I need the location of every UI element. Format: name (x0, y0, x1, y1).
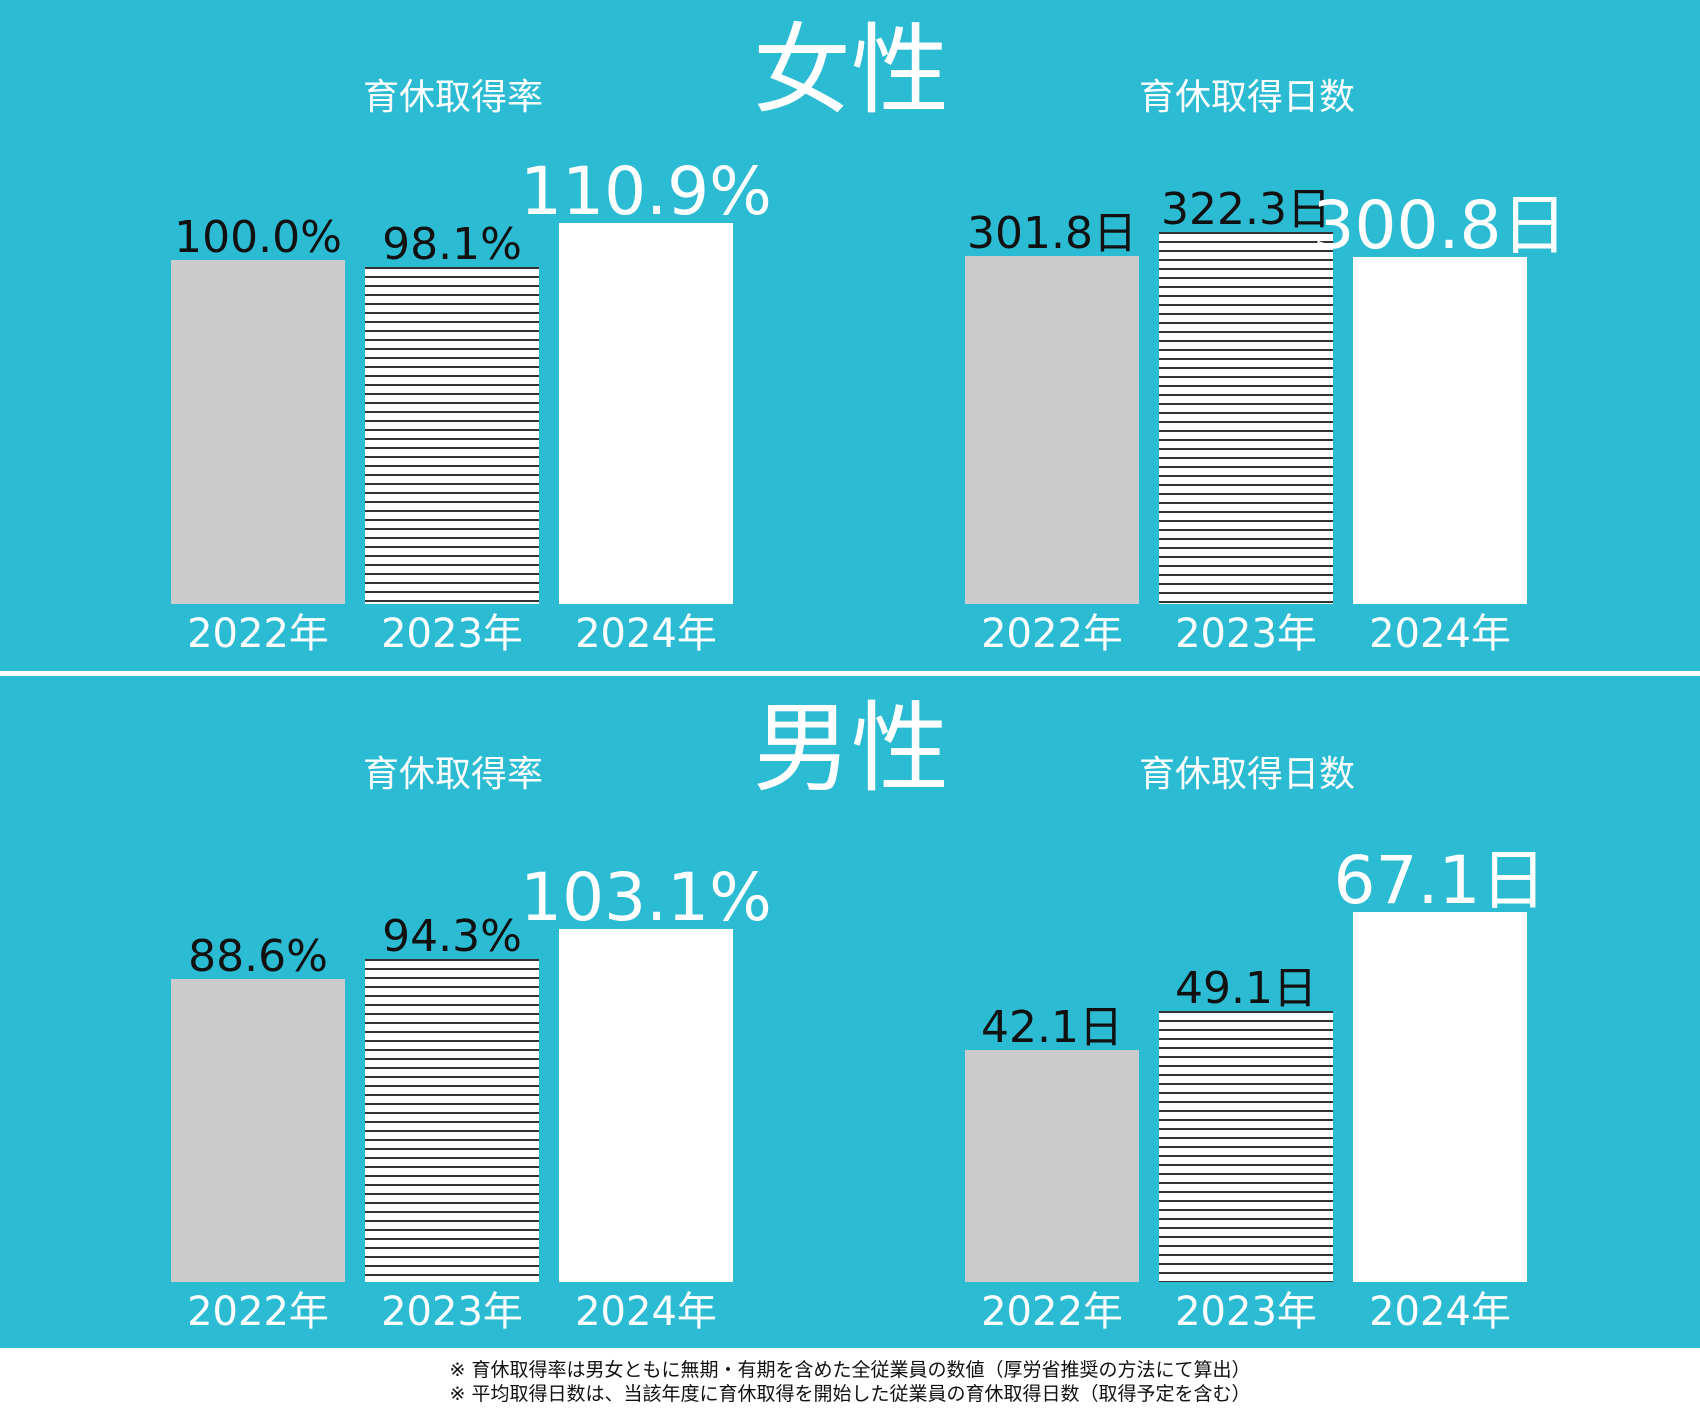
x-tick-label: 2022年 (981, 1289, 1123, 1335)
data-label: 42.1日 (981, 1002, 1123, 1054)
x-tick-label: 2023年 (1175, 611, 1317, 657)
data-label: 301.8日 (967, 208, 1137, 260)
x-tick-label: 2022年 (981, 611, 1123, 657)
bar-2022 (965, 1050, 1139, 1282)
bar-2023 (365, 266, 539, 604)
data-label: 110.9% (520, 152, 772, 230)
x-tick-label: 2022年 (187, 1289, 329, 1335)
footnote: ※ 平均取得日数は、当該年度に育休取得を開始した従業員の育休取得日数（取得予定を… (449, 1383, 1251, 1405)
bar-2024 (1353, 912, 1527, 1282)
bar-2024 (1353, 257, 1527, 604)
footnote: ※ 育休取得率は男女ともに無期・有期を含めた全従業員の数値（厚労省推奨の方法にて… (449, 1359, 1251, 1381)
data-label: 49.1日 (1175, 963, 1317, 1015)
x-tick-label: 2024年 (1369, 611, 1511, 657)
footnotes: ※ 育休取得率は男女ともに無期・有期を含めた全従業員の数値（厚労省推奨の方法にて… (0, 1358, 1700, 1406)
bar-2022 (965, 256, 1139, 604)
chart-title: 育休取得日数 (1138, 77, 1355, 118)
data-label: 322.3日 (1161, 184, 1331, 236)
x-tick-label: 2024年 (1369, 1289, 1511, 1335)
chart-title: 育休取得日数 (1138, 754, 1355, 795)
data-label: 88.6% (188, 930, 328, 982)
data-label: 300.8日 (1312, 187, 1568, 265)
chart-title: 育休取得率 (362, 754, 543, 795)
data-label: 67.1日 (1333, 842, 1547, 920)
bar-2024 (559, 222, 733, 604)
bar-2024 (559, 929, 733, 1282)
x-tick-label: 2024年 (575, 611, 717, 657)
data-label: 100.0% (174, 212, 342, 263)
section-title-men: 男性 (752, 692, 949, 806)
x-tick-label: 2023年 (1175, 1289, 1317, 1335)
bar-2023 (365, 959, 539, 1282)
x-tick-label: 2024年 (575, 1289, 717, 1335)
data-label: 98.1% (382, 218, 522, 270)
section-title-women: 女性 (752, 14, 949, 128)
chart-title: 育休取得率 (362, 77, 543, 118)
data-label: 103.1% (520, 859, 772, 937)
section-divider (0, 671, 1700, 676)
bar-2022 (171, 978, 345, 1282)
bar-2023 (1159, 1011, 1333, 1282)
x-tick-label: 2023年 (381, 611, 523, 657)
bar-2023 (1159, 232, 1333, 604)
bar-2022 (171, 260, 345, 604)
x-tick-label: 2022年 (187, 611, 329, 657)
x-tick-label: 2023年 (381, 1289, 523, 1335)
data-label: 94.3% (382, 911, 522, 963)
